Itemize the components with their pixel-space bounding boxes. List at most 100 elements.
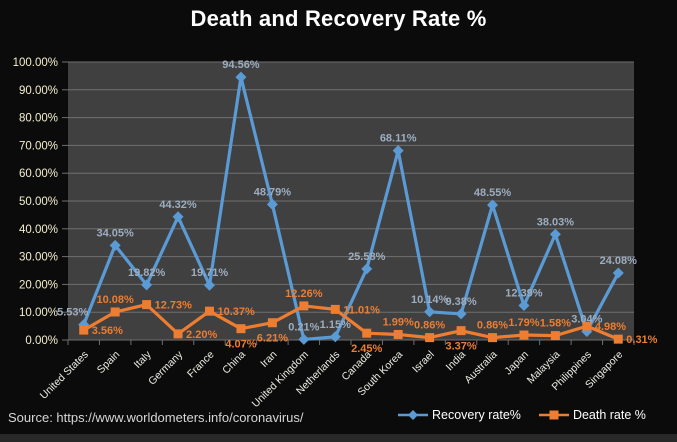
- data-label: 3.56%: [92, 325, 123, 337]
- recovery-marker: [424, 306, 436, 318]
- recovery-marker: [487, 199, 498, 211]
- y-axis-label: 80.00%: [19, 113, 58, 125]
- recovery-marker: [204, 279, 215, 291]
- data-label: 10.37%: [218, 306, 256, 318]
- death-marker: [456, 326, 466, 336]
- legend-label-recovery: Recovery rate%: [432, 408, 521, 422]
- death-marker: [267, 318, 277, 328]
- data-label: 12.73%: [155, 300, 193, 312]
- death-marker: [110, 307, 120, 317]
- data-label: 0.86%: [414, 320, 445, 332]
- data-label: 9.38%: [445, 296, 476, 308]
- x-axis-label: Spain: [95, 349, 123, 377]
- legend-item-recovery[interactable]: Recovery rate%: [398, 408, 521, 422]
- recovery-marker: [361, 263, 373, 275]
- death-line: [82, 303, 619, 341]
- recovery-marker: [549, 228, 561, 240]
- death-marker: [79, 325, 89, 335]
- death-marker: [205, 306, 214, 316]
- data-label: 10.14%: [411, 294, 449, 306]
- data-label: 12.39%: [505, 288, 543, 300]
- data-label: 3.04%: [571, 314, 602, 326]
- legend: Recovery rate% Death rate %: [398, 408, 646, 422]
- data-label: 10.08%: [97, 294, 135, 306]
- data-label: 6.21%: [257, 333, 288, 345]
- recovery-line: [82, 75, 620, 342]
- data-label: 1.79%: [508, 317, 539, 329]
- data-label: 3.37%: [445, 341, 476, 353]
- recovery-marker: [172, 211, 184, 223]
- y-axis-label: 40.00%: [19, 224, 58, 236]
- data-label: 34.05%: [97, 227, 135, 239]
- data-label: 4.98%: [595, 321, 626, 333]
- x-axis-label: Germany: [146, 348, 186, 388]
- death-marker: [173, 329, 183, 339]
- death-marker: [142, 300, 152, 310]
- data-label: 12.26%: [285, 288, 323, 300]
- data-label: 48.55%: [474, 187, 512, 199]
- death-marker: [393, 329, 403, 339]
- x-axis-label: Japan: [502, 349, 531, 378]
- data-label: 0.86%: [477, 320, 508, 332]
- death-marker: [488, 333, 497, 343]
- recovery-marker: [612, 267, 624, 279]
- data-label: 94.56%: [222, 59, 260, 71]
- death-marker: [613, 334, 623, 344]
- recovery-marker: [235, 71, 247, 83]
- recovery-marker: [266, 198, 278, 210]
- source-text: Source: https://www.worldometers.info/co…: [8, 410, 304, 425]
- data-label: 5.53%: [57, 307, 88, 319]
- death-marker: [550, 331, 560, 341]
- y-axis-label: 20.00%: [19, 279, 58, 291]
- window-bottom-edge: [0, 434, 677, 442]
- x-axis-label: Iran: [258, 349, 279, 370]
- death-series-icon: [538, 409, 569, 421]
- y-axis-label: 0.00%: [25, 335, 58, 347]
- y-axis-label: 100.00%: [13, 57, 58, 69]
- death-marker: [362, 328, 372, 338]
- death-marker: [582, 321, 592, 331]
- y-axis-label: 10.00%: [19, 307, 58, 319]
- data-label: 0.21%: [288, 321, 319, 333]
- data-label: 1.58%: [540, 318, 571, 330]
- y-axis-label: 30.00%: [19, 252, 58, 264]
- data-label: 2.45%: [351, 343, 382, 355]
- data-label: 19.82%: [128, 267, 166, 279]
- y-axis-label: 50.00%: [19, 196, 58, 208]
- data-label: 4.07%: [225, 339, 256, 351]
- data-label: 24.08%: [600, 255, 638, 267]
- data-label: 1.99%: [383, 316, 414, 328]
- recovery-marker: [109, 239, 121, 251]
- recovery-marker: [329, 331, 341, 343]
- x-axis-label: Australia: [462, 349, 499, 386]
- death-marker: [299, 301, 309, 311]
- x-axis-label: United States: [38, 349, 91, 402]
- x-axis-label: Israel: [410, 349, 437, 376]
- x-axis-label: Italy: [132, 348, 155, 371]
- recovery-marker: [141, 279, 153, 291]
- data-label: 1.15%: [320, 319, 351, 331]
- data-label: 25.58%: [348, 251, 386, 263]
- death-marker: [330, 304, 340, 314]
- data-label: 68.11%: [380, 133, 417, 145]
- data-label: 38.03%: [537, 216, 575, 228]
- y-axis-label: 70.00%: [19, 140, 58, 152]
- recovery-marker: [455, 308, 467, 320]
- legend-label-death: Death rate %: [572, 408, 646, 422]
- data-label: 2.20%: [186, 329, 217, 341]
- x-axis-label: United Kingdom: [250, 348, 311, 409]
- y-axis-label: 60.00%: [19, 168, 58, 180]
- recovery-series-icon: [398, 409, 428, 421]
- recovery-marker: [298, 333, 310, 345]
- legend-item-death[interactable]: Death rate %: [538, 408, 646, 422]
- data-label: 44.32%: [159, 199, 197, 211]
- recovery-marker: [392, 145, 404, 157]
- death-marker: [236, 324, 246, 334]
- data-label: 11.01%: [343, 304, 380, 316]
- recovery-marker: [518, 300, 530, 312]
- chart-title: Death and Recovery Rate %: [190, 6, 487, 31]
- y-axis-label: 90.00%: [19, 85, 58, 97]
- data-label: 0.31%: [626, 334, 657, 346]
